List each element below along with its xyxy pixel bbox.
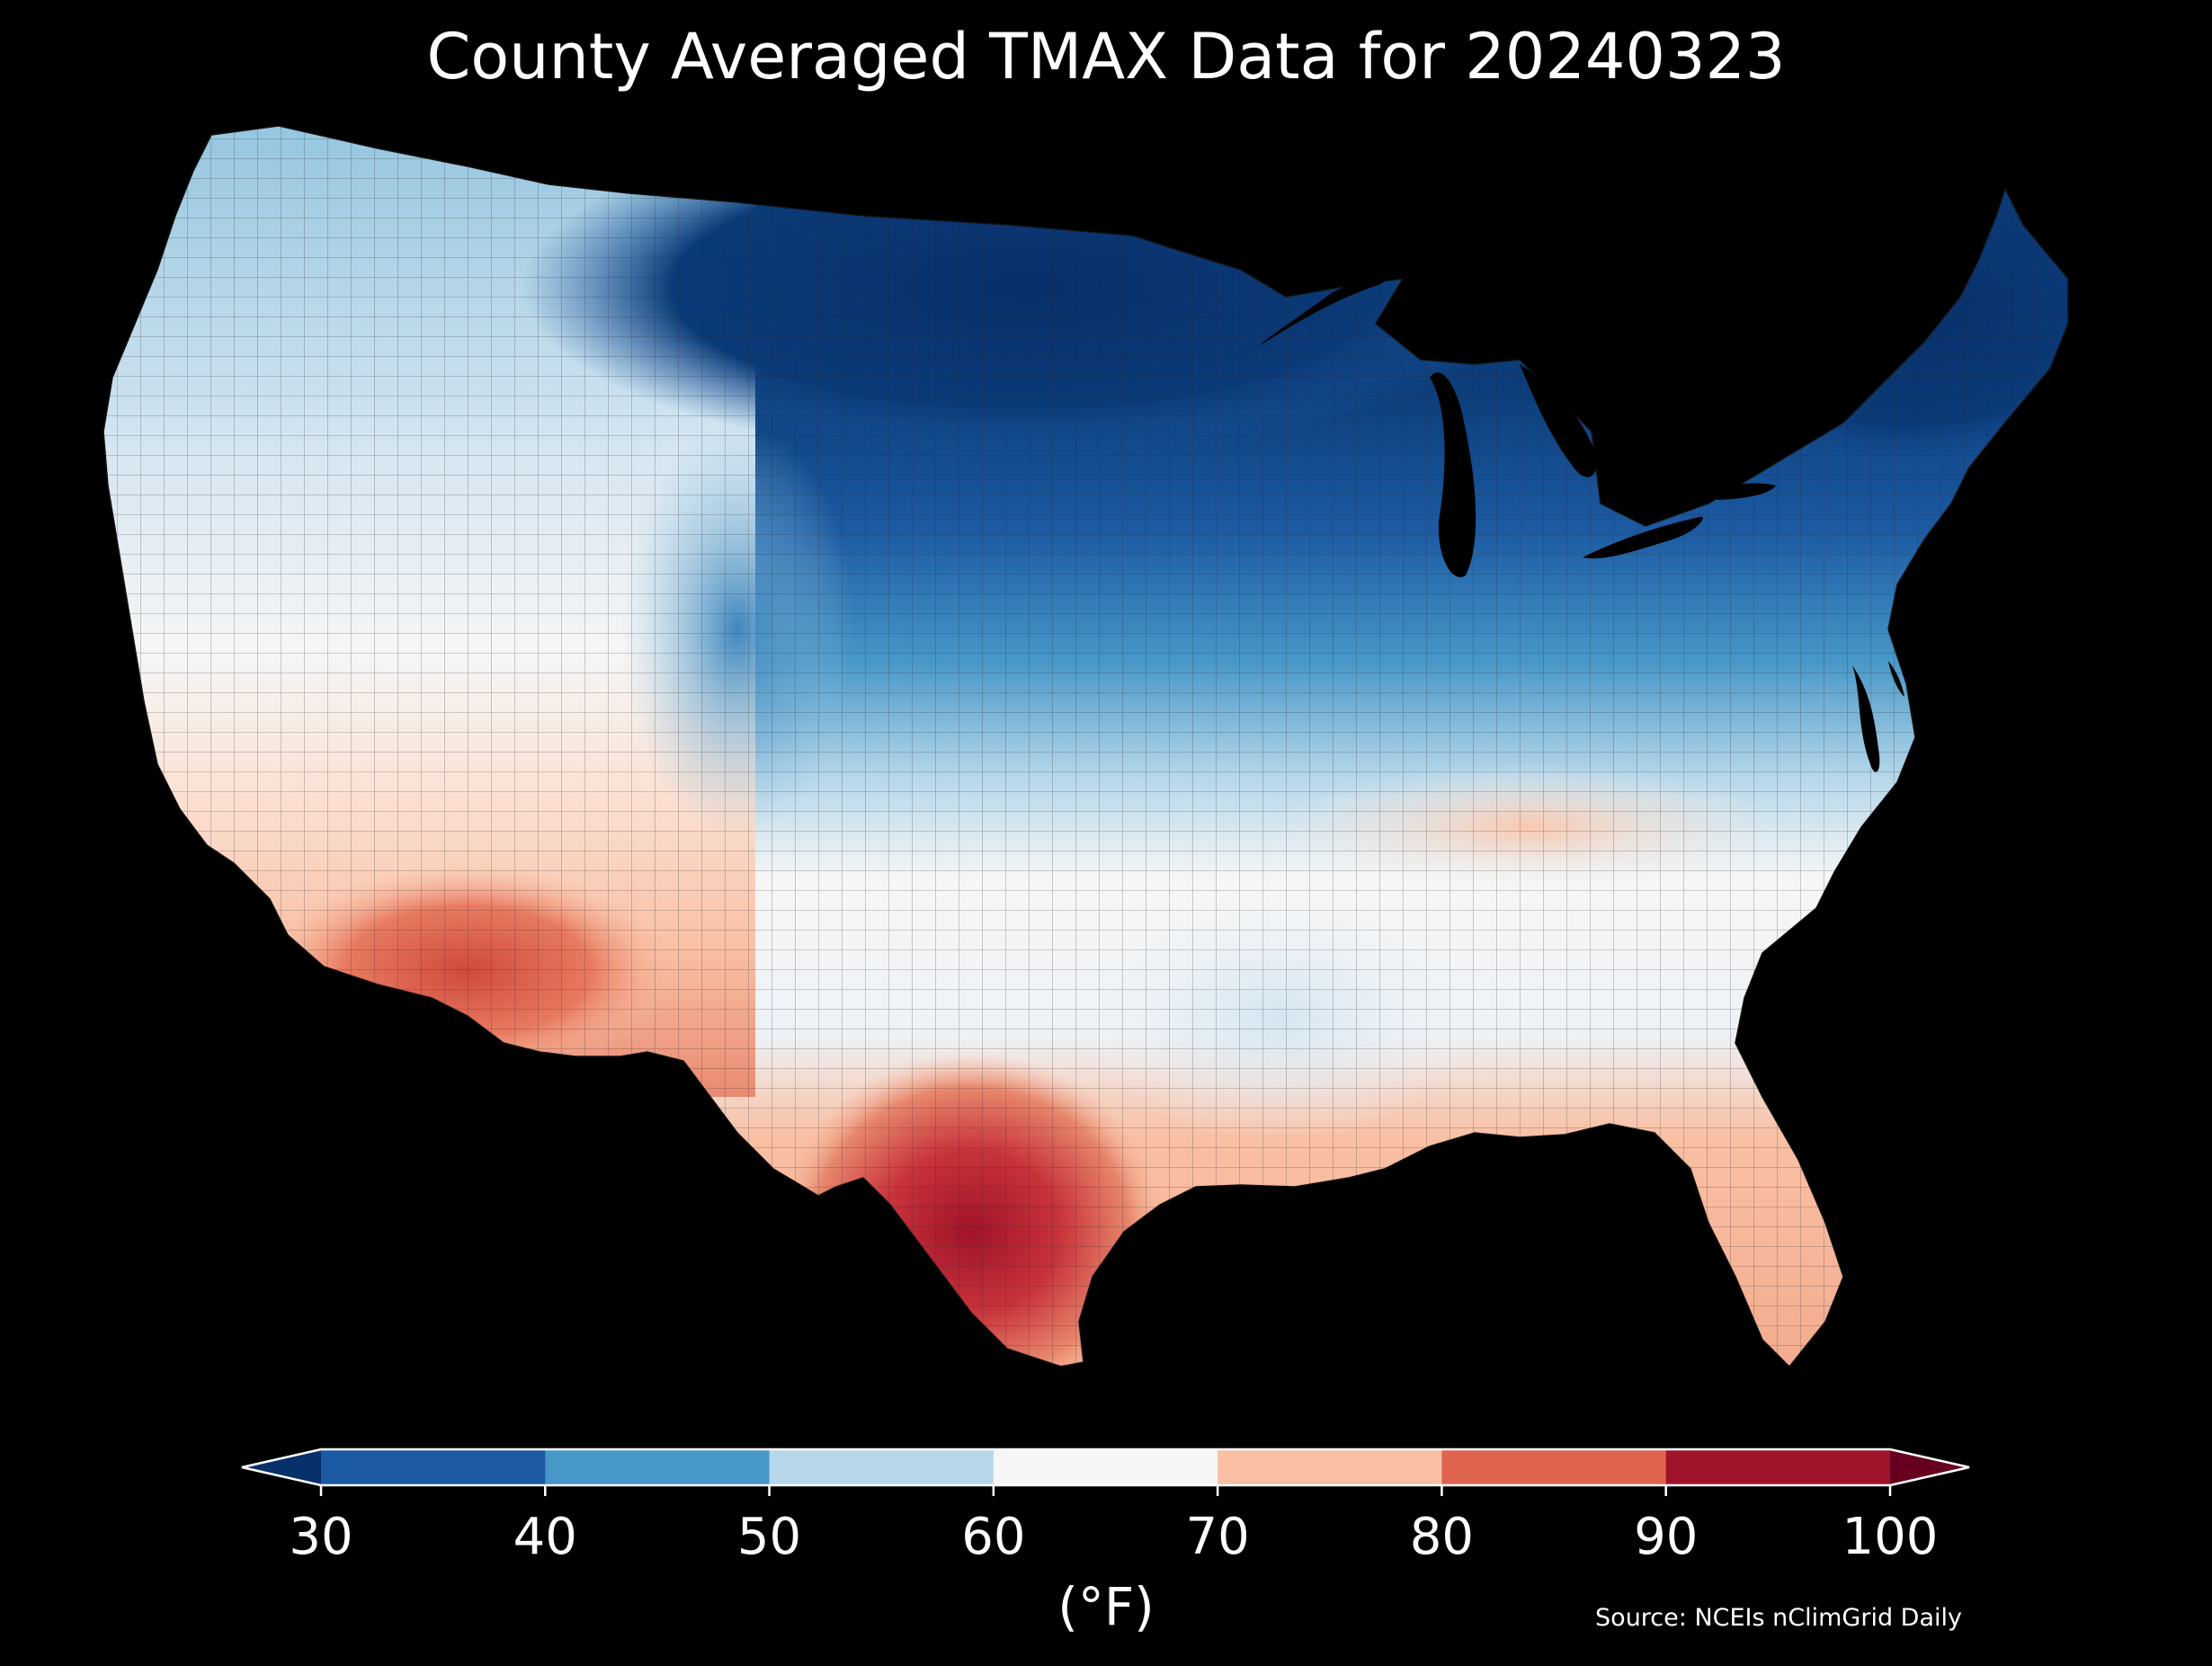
colorbar-bin — [1441, 1449, 1667, 1485]
lake-erie — [1583, 516, 1703, 559]
colorbar-tick-label: 70 — [1185, 1508, 1250, 1566]
colorbar-tick-label: 90 — [1634, 1508, 1699, 1566]
colorbar-unit-label: (°F) — [1057, 1576, 1155, 1637]
colorbar-tick-label: 30 — [289, 1508, 353, 1566]
chesapeake-bay — [1852, 665, 1880, 772]
delaware-bay — [1888, 661, 1904, 697]
map-title: County Averaged TMAX Data for 20240323 — [426, 20, 1786, 94]
lake-michigan — [1430, 372, 1476, 577]
colorbar-bin — [993, 1449, 1218, 1485]
colorbar-tick-label: 60 — [961, 1508, 1026, 1566]
lake-superior — [1259, 279, 1385, 346]
lake-ontario — [1708, 483, 1776, 500]
colorbar-over-extension — [1890, 1449, 1969, 1485]
source-note: Source: NCEIs nClimGrid Daily — [1595, 1604, 1962, 1632]
lake-huron — [1520, 364, 1597, 477]
colorbar-bin — [1217, 1449, 1442, 1485]
colorbar-under-extension — [242, 1449, 321, 1485]
colorbar-tick-label: 40 — [513, 1508, 577, 1566]
great-lakes — [1259, 279, 1776, 577]
colorbar-tick-label: 100 — [1842, 1508, 1939, 1566]
colorbar-bin — [545, 1449, 771, 1485]
colorbar-bin — [321, 1449, 546, 1485]
colorbar-bin — [769, 1449, 995, 1485]
colorbar-tick-label: 50 — [736, 1508, 802, 1566]
colorbar-bin — [1665, 1449, 1891, 1485]
colorbar-tick-label: 80 — [1409, 1508, 1475, 1566]
